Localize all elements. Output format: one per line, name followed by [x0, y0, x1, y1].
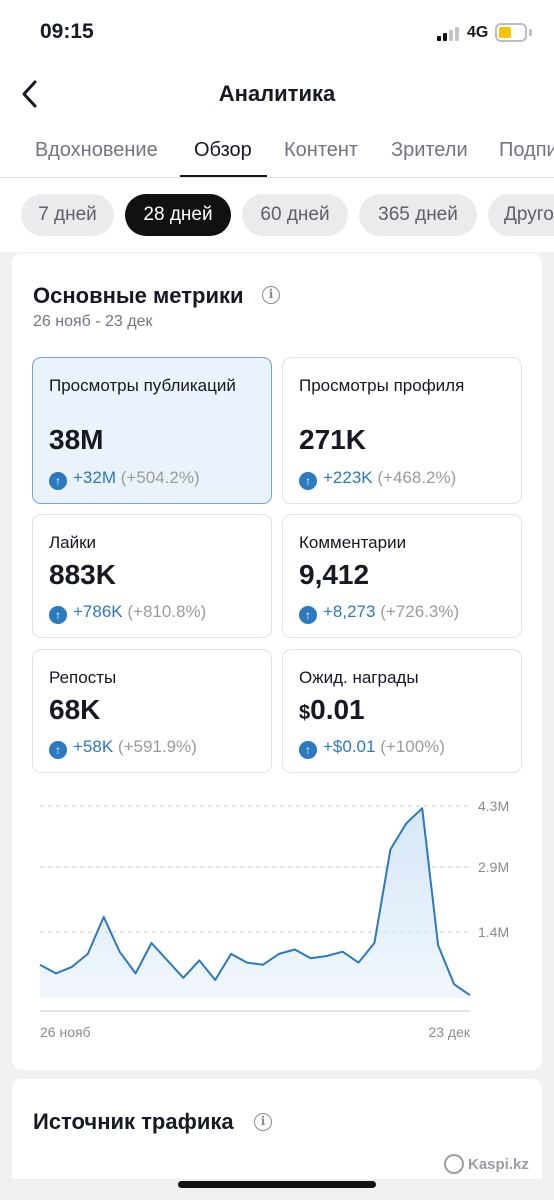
x-tick-label: 26 нояб — [40, 1024, 91, 1040]
metric-value: 68K — [49, 694, 101, 725]
metric-delta: ↑ +58K (+591.9%) — [49, 737, 197, 759]
metric-label: Репосты — [49, 668, 117, 687]
back-button[interactable] — [16, 76, 48, 112]
y-tick-label: 4.3M — [478, 798, 509, 814]
status-time: 09:15 — [40, 20, 94, 43]
home-indicator — [178, 1181, 376, 1188]
metric-delta-abs: +58K — [73, 737, 114, 756]
metric-delta-pct: (+468.2%) — [377, 468, 457, 487]
y-tick-label: 2.9M — [478, 859, 509, 875]
metric-value: 38M — [49, 424, 104, 455]
x-tick-label: 23 дек — [428, 1024, 470, 1040]
chevron-left-icon — [22, 80, 37, 108]
metric-likes[interactable]: Лайки 883K ↑ +786K (+810.8%) — [32, 514, 272, 638]
metric-delta-abs: +223K — [323, 468, 373, 487]
metric-reposts[interactable]: Репосты 68K ↑ +58K (+591.9%) — [32, 649, 272, 773]
watermark: Kaspi.kz — [444, 1154, 529, 1174]
tab-followers[interactable]: Подпис — [499, 139, 554, 161]
metric-delta-pct: (+810.8%) — [127, 602, 207, 621]
signal-icon — [437, 27, 463, 41]
period-60-days[interactable]: 60 дней — [242, 194, 348, 236]
metric-profile-views[interactable]: Просмотры профиля 271K ↑ +223K (+468.2%) — [282, 357, 522, 504]
arrow-up-icon: ↑ — [299, 741, 317, 759]
tab-viewers[interactable]: Зрители — [391, 139, 468, 161]
metric-value-number: 0.01 — [310, 694, 365, 725]
metric-label: Просмотры профиля — [299, 376, 465, 395]
series-line — [39, 807, 471, 997]
metric-comments[interactable]: Комментарии 9,412 ↑ +8,273 (+726.3%) — [282, 514, 522, 638]
main-metrics-card: Основные метрики i 26 нояб - 23 дек Прос… — [12, 253, 542, 1070]
tab-inspiration[interactable]: Вдохновение — [35, 139, 158, 161]
arrow-up-icon: ↑ — [299, 472, 317, 490]
metric-delta-abs: +$0.01 — [323, 737, 376, 756]
post-views-chart: 1.4M 2.9M 4.3M 26 нояб 23 дек — [39, 798, 509, 1040]
metric-delta-pct: (+504.2%) — [120, 468, 200, 487]
metric-delta-abs: +32M — [73, 468, 116, 487]
metric-delta: ↑ +32M (+504.2%) — [49, 468, 200, 490]
metric-value: 271K — [299, 424, 366, 455]
tab-bar: Вдохновение Обзор Контент Зрители Подпис — [0, 122, 554, 178]
watermark-text: Kaspi.kz — [468, 1156, 529, 1173]
main-metrics-title: Основные метрики — [33, 283, 244, 308]
metric-delta-pct: (+100%) — [380, 737, 445, 756]
page-title: Аналитика — [218, 81, 336, 106]
traffic-source-title: Источник трафика — [33, 1109, 234, 1134]
y-tick-label: 1.4M — [478, 924, 509, 940]
arrow-up-icon: ↑ — [299, 606, 317, 624]
arrow-up-icon: ↑ — [49, 472, 67, 490]
metric-delta: ↑ +$0.01 (+100%) — [299, 737, 445, 759]
date-range: 26 нояб - 23 дек — [33, 313, 153, 330]
metric-delta: ↑ +223K (+468.2%) — [299, 468, 456, 490]
tab-content[interactable]: Контент — [284, 139, 359, 161]
metric-delta: ↑ +786K (+810.8%) — [49, 602, 206, 624]
metric-label: Комментарии — [299, 533, 407, 552]
arrow-up-icon: ↑ — [49, 606, 67, 624]
tab-overview[interactable]: Обзор — [194, 139, 252, 161]
series-area — [40, 808, 470, 998]
metric-post-views[interactable]: Просмотры публикаций 38M ↑ +32M (+504.2%) — [32, 357, 272, 504]
period-other[interactable]: Другое — [488, 194, 554, 236]
network-type: 4G — [467, 24, 489, 41]
period-selector: 7 дней 28 дней 60 дней 365 дней Другое — [0, 178, 554, 252]
arrow-up-icon: ↑ — [49, 741, 67, 759]
metric-value: $0.01 — [299, 694, 365, 726]
metric-expected-rewards[interactable]: Ожид. награды $0.01 ↑ +$0.01 (+100%) — [282, 649, 522, 773]
nav-bar: Аналитика — [0, 66, 554, 122]
period-365-days[interactable]: 365 дней — [359, 194, 477, 236]
metric-value: 9,412 — [299, 559, 370, 590]
metric-delta-abs: +786K — [73, 602, 123, 621]
battery-icon — [495, 23, 527, 42]
kaspi-logo-icon — [444, 1154, 464, 1174]
metric-label: Просмотры публикаций — [49, 376, 236, 395]
metric-delta-abs: +8,273 — [323, 602, 376, 621]
metric-label: Лайки — [49, 533, 97, 552]
currency-symbol: $ — [299, 702, 311, 724]
metric-delta: ↑ +8,273 (+726.3%) — [299, 602, 459, 624]
info-icon[interactable]: i — [254, 1113, 272, 1131]
active-tab-indicator — [180, 175, 267, 177]
metric-label: Ожид. награды — [299, 668, 419, 687]
period-28-days[interactable]: 28 дней — [125, 194, 231, 236]
info-icon[interactable]: i — [262, 286, 280, 304]
metric-delta-pct: (+591.9%) — [117, 737, 197, 756]
status-bar: 09:15 4G — [0, 0, 554, 66]
metric-value: 883K — [49, 559, 116, 590]
period-7-days[interactable]: 7 дней — [21, 194, 114, 236]
metric-delta-pct: (+726.3%) — [380, 602, 460, 621]
